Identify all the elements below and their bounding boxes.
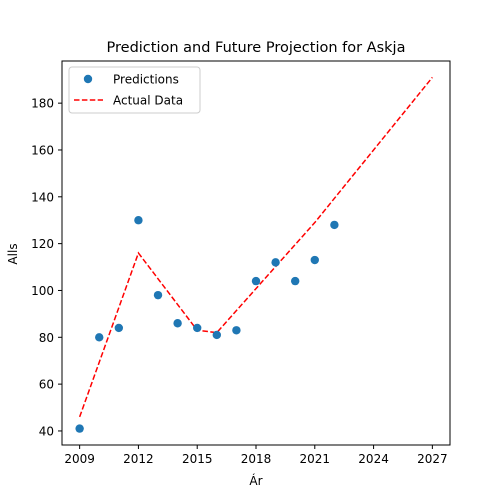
x-tick-label: 2012 — [123, 452, 154, 466]
prediction-point — [193, 323, 202, 333]
y-tick-label: 100 — [31, 284, 54, 298]
x-tick-label: 2018 — [241, 452, 272, 466]
prediction-point — [134, 216, 143, 225]
x-tick-label: 2027 — [417, 452, 448, 466]
prediction-point — [75, 424, 84, 433]
prediction-point — [212, 330, 222, 340]
prediction-point — [271, 258, 280, 267]
legend-box — [68, 66, 201, 114]
y-tick-label: 160 — [31, 143, 54, 157]
prediction-point — [330, 220, 339, 230]
prediction-point — [310, 255, 319, 265]
legend-label-actual-data: Actual Data — [113, 94, 183, 108]
actual-data-line — [78, 76, 433, 418]
x-tick-label: 2024 — [358, 452, 389, 466]
y-tick-label: 140 — [31, 190, 54, 204]
y-axis-label: Alls — [6, 243, 20, 264]
x-tick-label: 2021 — [300, 452, 331, 466]
legend-marker-predictions — [83, 74, 93, 84]
legend: Predictions Actual Data — [68, 66, 201, 114]
x-axis-label: Ár — [249, 473, 262, 488]
prediction-point — [232, 326, 241, 335]
x-tick-label: 2009 — [64, 452, 95, 466]
x-tick-label: 2015 — [182, 452, 213, 466]
prediction-point — [114, 323, 124, 333]
prediction-point — [173, 319, 182, 328]
y-tick-label: 60 — [39, 378, 54, 392]
chart-title: Prediction and Future Projection for Ask… — [107, 40, 406, 56]
prediction-point — [95, 333, 104, 342]
y-tick-label: 120 — [31, 237, 54, 251]
plot-area: 2009 2012 2015 2018 2021 2024 2027 40 60 80 100 120… — [31, 60, 451, 466]
y-tick-label: 180 — [31, 97, 54, 111]
prediction-point — [290, 276, 300, 286]
prediction-point — [153, 290, 163, 300]
y-tick-label: 40 — [39, 424, 54, 438]
legend-label-predictions: Predictions — [113, 73, 179, 87]
prediction-point — [251, 276, 261, 286]
y-tick-label: 80 — [39, 331, 54, 345]
